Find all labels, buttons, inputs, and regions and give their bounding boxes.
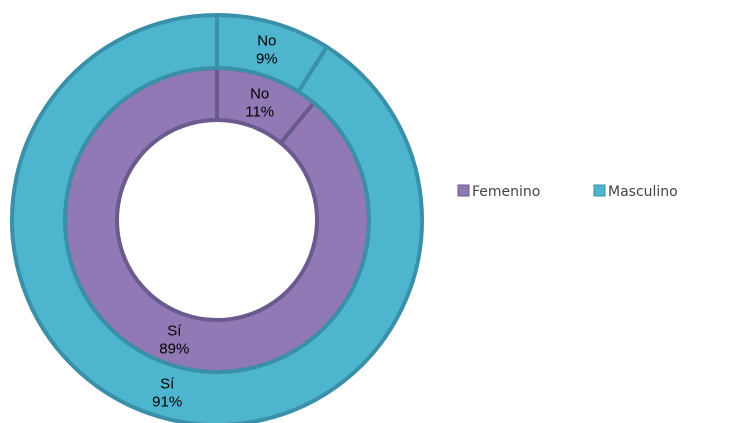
data-label-value: 91% [152,393,182,410]
legend-text: Femenino [472,184,540,200]
data-label: No 9% [256,33,278,68]
data-label: No 11% [245,85,274,120]
data-label-category: No [257,33,276,50]
data-label-category: No [250,85,269,102]
data-label-category: Sí [167,323,182,340]
legend-text: Masculino [608,184,678,200]
donut-slice [10,12,424,423]
data-label-category: Sí [160,375,175,392]
data-label-value: 9% [256,51,278,68]
data-label: Sí 89% [159,323,189,358]
data-label-value: 89% [159,341,189,358]
legend-swatch [457,184,470,197]
data-label-value: 11% [245,103,274,120]
data-label: Sí 91% [152,375,182,410]
legend-swatch [593,184,606,197]
